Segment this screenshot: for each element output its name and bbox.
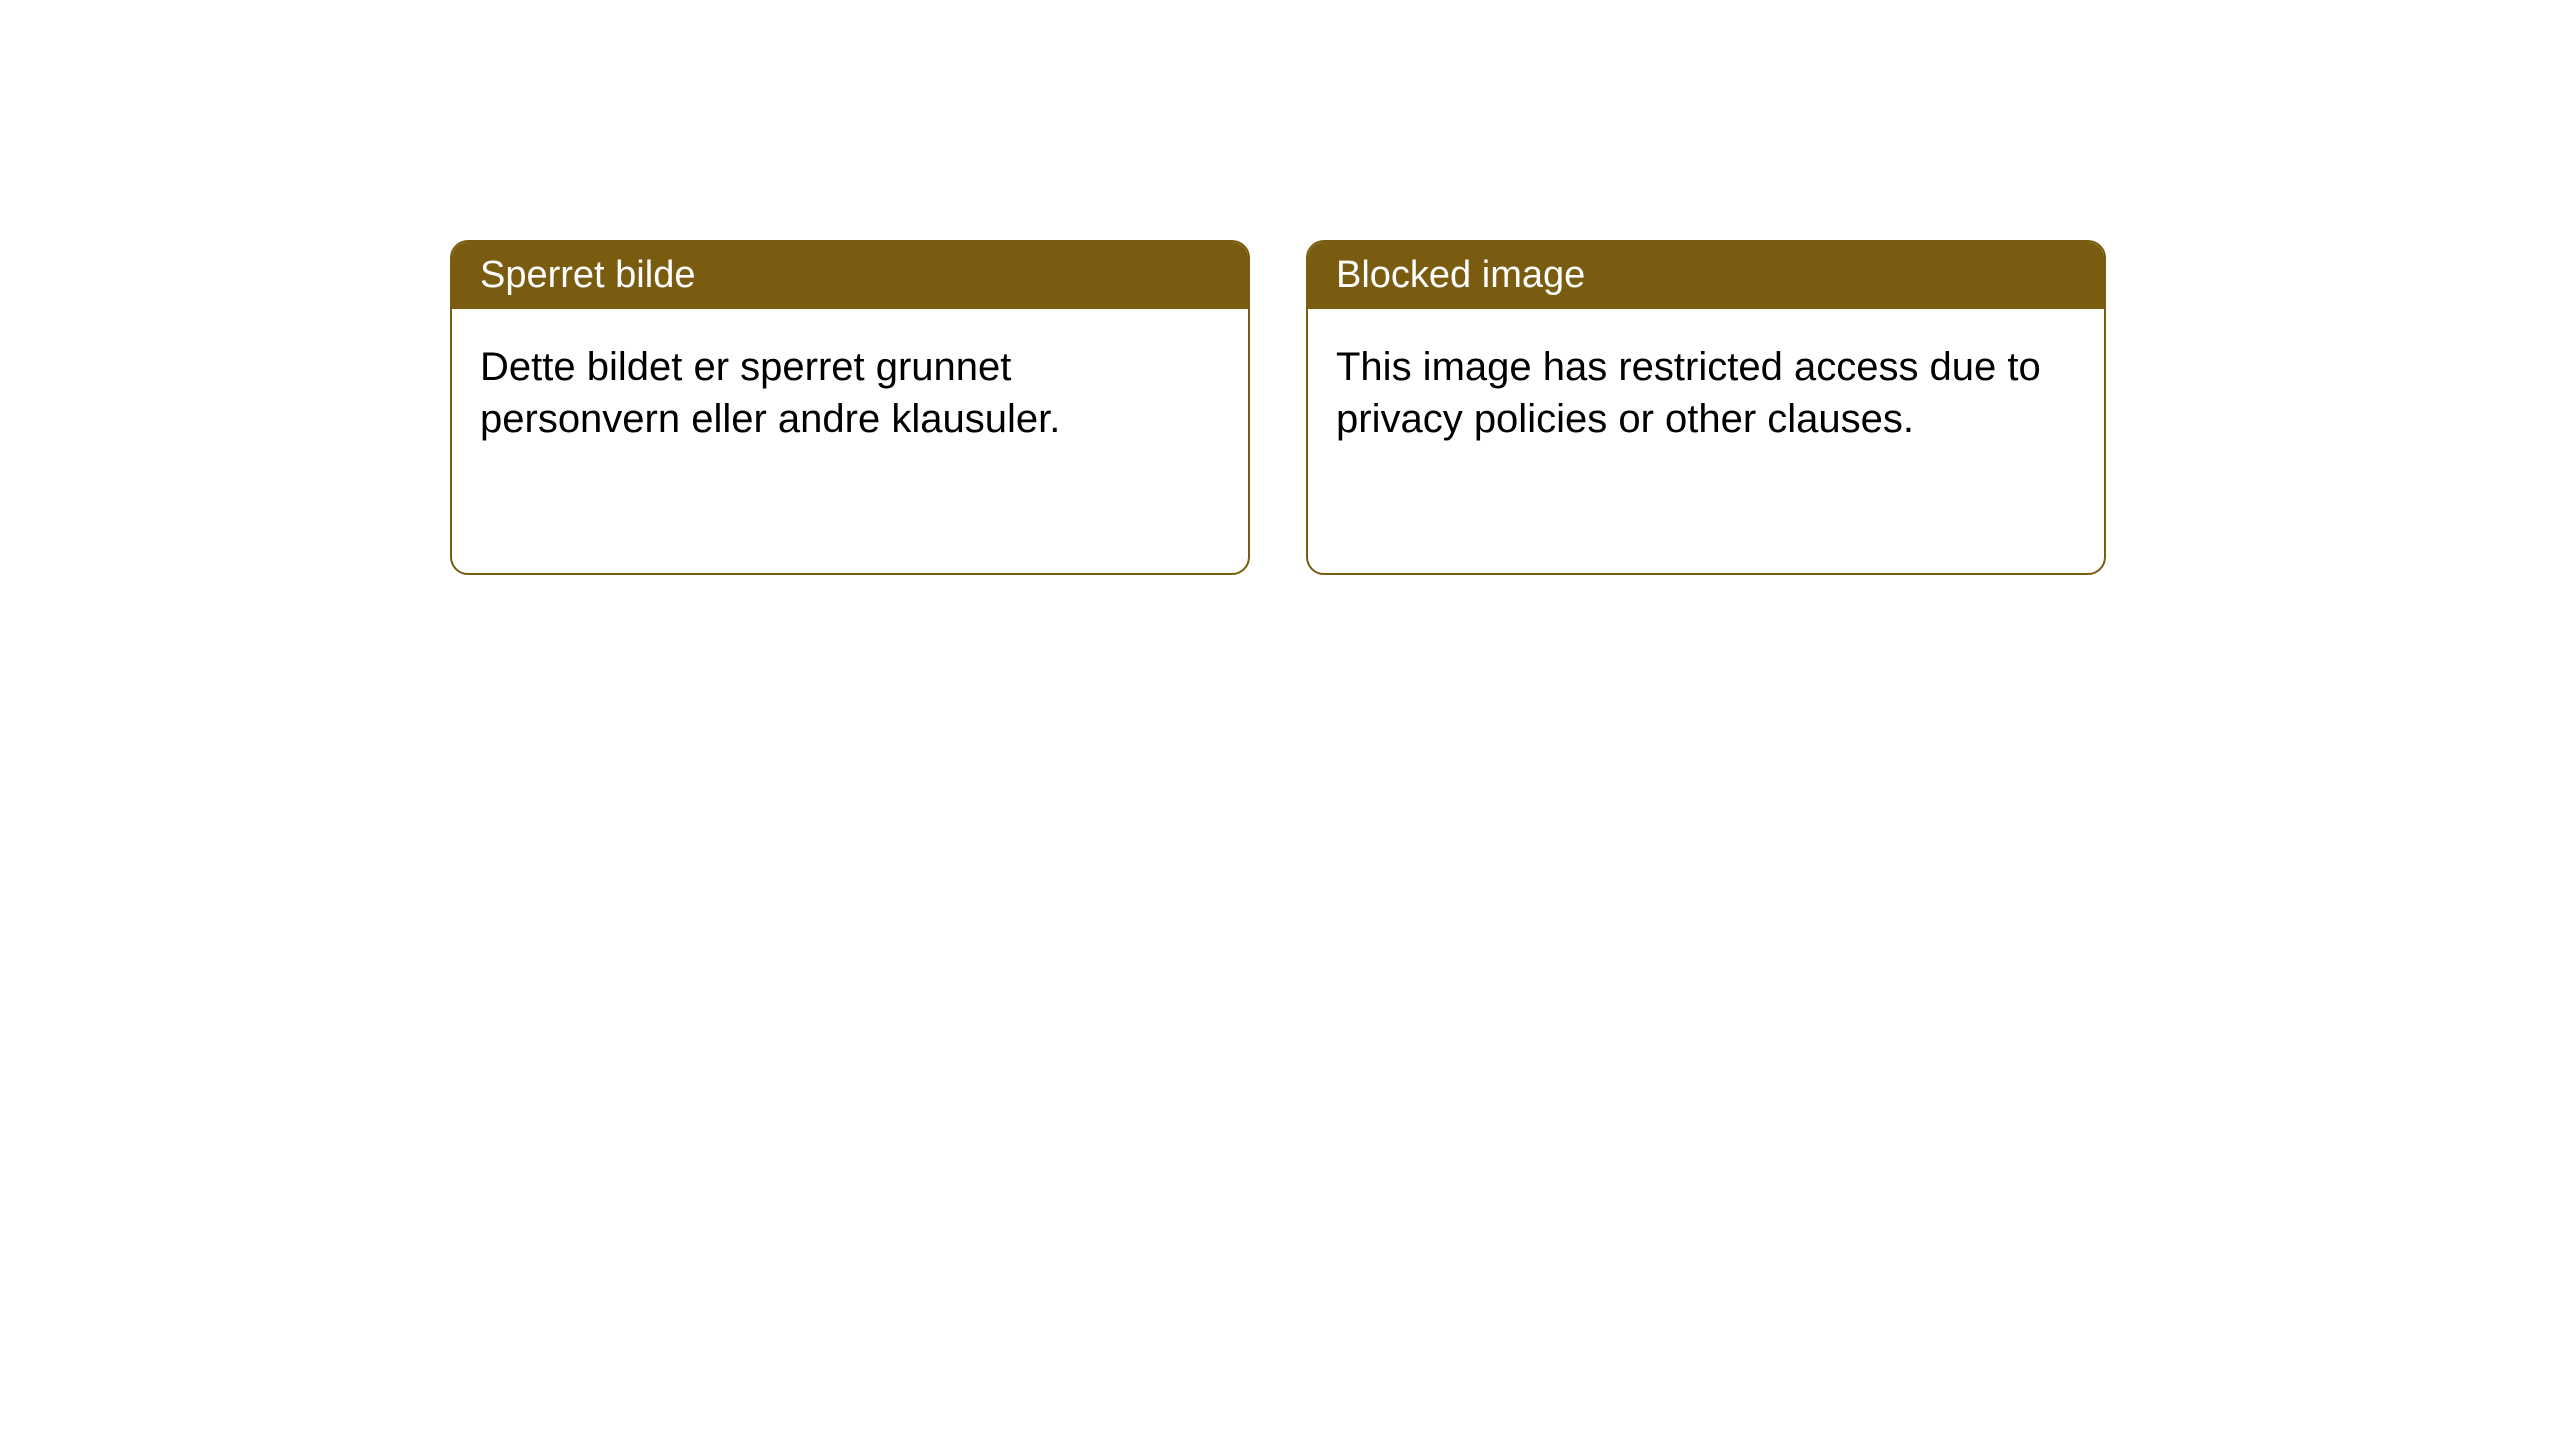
blocked-image-cards: Sperret bilde Dette bildet er sperret gr…	[450, 240, 2560, 575]
card-message-en: This image has restricted access due to …	[1336, 345, 2041, 441]
blocked-image-card-en: Blocked image This image has restricted …	[1306, 240, 2106, 575]
card-title-no: Sperret bilde	[480, 254, 695, 296]
blocked-image-card-no: Sperret bilde Dette bildet er sperret gr…	[450, 240, 1250, 575]
card-body-en: This image has restricted access due to …	[1308, 309, 2104, 477]
card-title-en: Blocked image	[1336, 254, 1585, 296]
card-header-no: Sperret bilde	[452, 242, 1248, 309]
card-message-no: Dette bildet er sperret grunnet personve…	[480, 345, 1060, 441]
card-body-no: Dette bildet er sperret grunnet personve…	[452, 309, 1248, 477]
card-header-en: Blocked image	[1308, 242, 2104, 309]
